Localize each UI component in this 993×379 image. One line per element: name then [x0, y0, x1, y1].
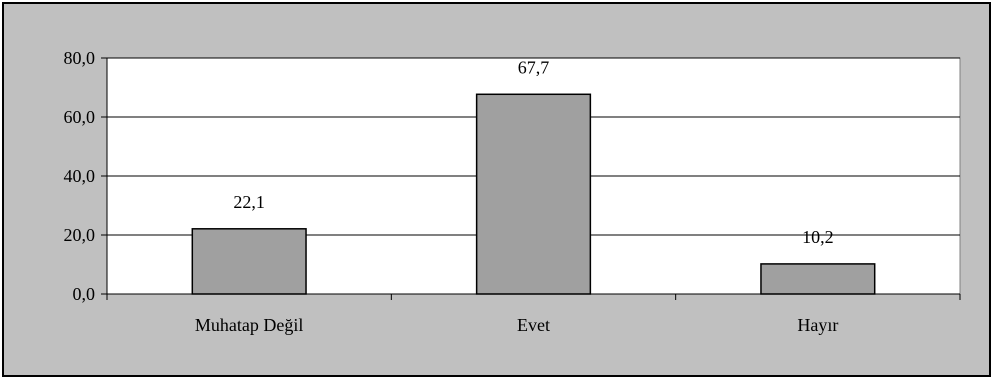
category-label: Muhatap Değil: [195, 315, 303, 335]
y-tick-label: 40,0: [64, 166, 96, 186]
y-tick-label: 0,0: [73, 284, 96, 304]
bar-1: [475, 93, 592, 295]
axes: [101, 57, 961, 300]
data-label: 10,2: [802, 227, 834, 247]
category-label: Hayır: [797, 315, 838, 335]
y-tick-label: 80,0: [64, 48, 96, 68]
bar-2: [760, 263, 876, 295]
labels: 0,0 20,0 40,0 60,0 80,0 Muhatap Değil 22,1 Evet…: [64, 48, 839, 335]
y-tick-label: 20,0: [64, 225, 96, 245]
y-tick-label: 60,0: [64, 107, 96, 127]
category-label: Evet: [517, 315, 550, 335]
data-label: 67,7: [518, 57, 550, 77]
bar-0: [191, 228, 307, 295]
bars: [191, 93, 876, 295]
data-label: 22,1: [233, 192, 265, 212]
